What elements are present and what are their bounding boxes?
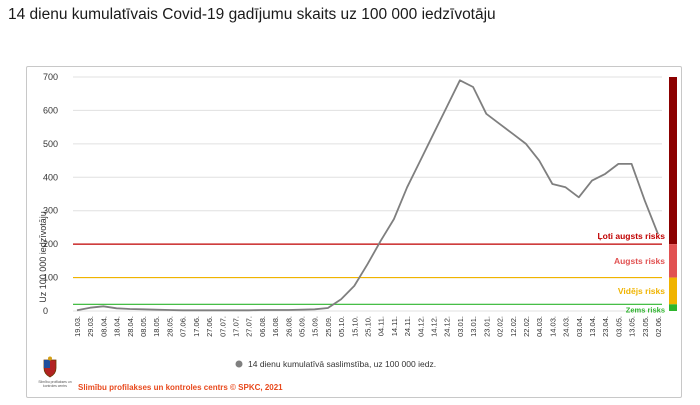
risk-color-bar: Ļoti augsts risks Augsts risks Vidējs risk…	[597, 77, 677, 314]
x-tick-label: 03.04.	[575, 316, 584, 337]
x-tick-label: 13.04.	[588, 316, 597, 337]
risk-band	[669, 244, 677, 278]
x-tick-label: 22.02.	[522, 316, 531, 337]
x-tick-label: 05.09.	[297, 316, 306, 337]
legend-label: 14 dienu kumulatīvā saslimstība, uz 100 …	[248, 359, 436, 369]
x-tick-label: 27.07.	[245, 316, 254, 337]
risk-label: Zems risks	[626, 305, 665, 314]
x-tick-label: 03.01.	[456, 316, 465, 337]
x-tick-label: 14.11.	[390, 316, 399, 336]
x-tick-label: 18.04.	[113, 316, 122, 337]
credit-text: Slimību profilakses un kontroles centrs …	[78, 383, 283, 392]
x-tick-label: 06.08.	[258, 316, 267, 337]
x-tick-label: 07.07.	[218, 316, 227, 337]
risk-band	[669, 277, 677, 305]
x-tick-label: 04.11.	[377, 316, 386, 336]
x-tick-label: 24.11.	[403, 316, 412, 336]
y-tick-label: 500	[43, 139, 58, 149]
x-tick-label: 14.12.	[430, 316, 439, 337]
y-tick-label: 0	[43, 306, 48, 316]
x-tick-label: 17.07.	[231, 316, 240, 337]
y-tick-label: 200	[43, 239, 58, 249]
x-tick-label: 14.03.	[548, 316, 557, 337]
x-tick-label: 25.10.	[364, 316, 373, 337]
x-axis-ticks: 19.03. 29.03. 08.04. 18.04. 28.04. 08.05. 18.0…	[73, 316, 663, 337]
x-tick-label: 13.01.	[469, 316, 478, 337]
x-tick-label: 24.03.	[562, 316, 571, 337]
x-tick-label: 05.10.	[337, 316, 346, 337]
risk-label: Ļoti augsts risks	[597, 231, 665, 241]
y-tick-label: 400	[43, 172, 58, 182]
x-tick-label: 29.03.	[86, 316, 95, 337]
legend-marker	[235, 360, 243, 368]
x-tick-label: 02.06.	[654, 316, 663, 337]
x-tick-label: 24.12.	[443, 316, 452, 337]
series-group	[76, 79, 659, 312]
x-tick-label: 28.04.	[126, 316, 135, 337]
x-tick-label: 16.08.	[271, 316, 280, 337]
y-tick-label: 100	[43, 273, 58, 283]
x-tick-label: 23.01.	[482, 316, 491, 337]
series-line	[76, 79, 659, 312]
x-tick-label: 23.05.	[641, 316, 650, 337]
x-tick-label: 02.02.	[496, 316, 505, 337]
y-tick-label: 700	[43, 72, 58, 82]
x-tick-label: 28.05.	[165, 316, 174, 337]
risk-band	[669, 304, 677, 311]
y-tick-label: 300	[43, 206, 58, 216]
legend: 14 dienu kumulatīvā saslimstība, uz 100 …	[235, 359, 436, 369]
coat-of-arms-icon	[43, 356, 57, 378]
risk-band	[669, 77, 677, 245]
y-tick-label: 600	[43, 105, 58, 115]
x-tick-label: 08.04.	[99, 316, 108, 337]
x-tick-label: 27.06.	[205, 316, 214, 337]
x-tick-label: 13.05.	[628, 316, 637, 337]
line-chart: 0 100 200 300 400 500 600 700 19.03. 29.03. 08.04…	[38, 72, 677, 369]
x-tick-label: 03.05.	[614, 316, 623, 337]
x-tick-label: 23.04.	[601, 316, 610, 337]
x-tick-label: 04.12.	[416, 316, 425, 337]
x-tick-label: 04.03.	[535, 316, 544, 337]
x-tick-label: 08.05.	[139, 316, 148, 337]
x-tick-label: 17.06.	[192, 316, 201, 337]
logo-caption: Slimību profilakses un kontroles centrs	[38, 380, 72, 388]
x-tick-label: 25.09.	[324, 316, 333, 337]
risk-label: Augsts risks	[614, 256, 665, 266]
chart-panel: 0 100 200 300 400 500 600 700 19.03. 29.03. 08.04…	[26, 66, 682, 398]
y-axis-ticks: 0 100 200 300 400 500 600 700	[43, 72, 58, 316]
x-tick-label: 19.03.	[73, 316, 82, 337]
x-tick-label: 12.02.	[509, 316, 518, 337]
risk-threshold-lines	[73, 243, 662, 305]
page-title: 14 dienu kumulatīvais Covid-19 gadījumu …	[8, 6, 496, 23]
y-axis-label: Uz 100 000 iedzīvotāju	[38, 211, 48, 303]
x-tick-label: 07.06.	[179, 316, 188, 337]
x-tick-label: 18.05.	[152, 316, 161, 337]
x-tick-label: 26.08.	[284, 316, 293, 337]
risk-label: Vidējs risks	[618, 286, 665, 296]
x-tick-label: 15.09.	[311, 316, 320, 337]
x-tick-label: 15.10.	[350, 316, 359, 337]
